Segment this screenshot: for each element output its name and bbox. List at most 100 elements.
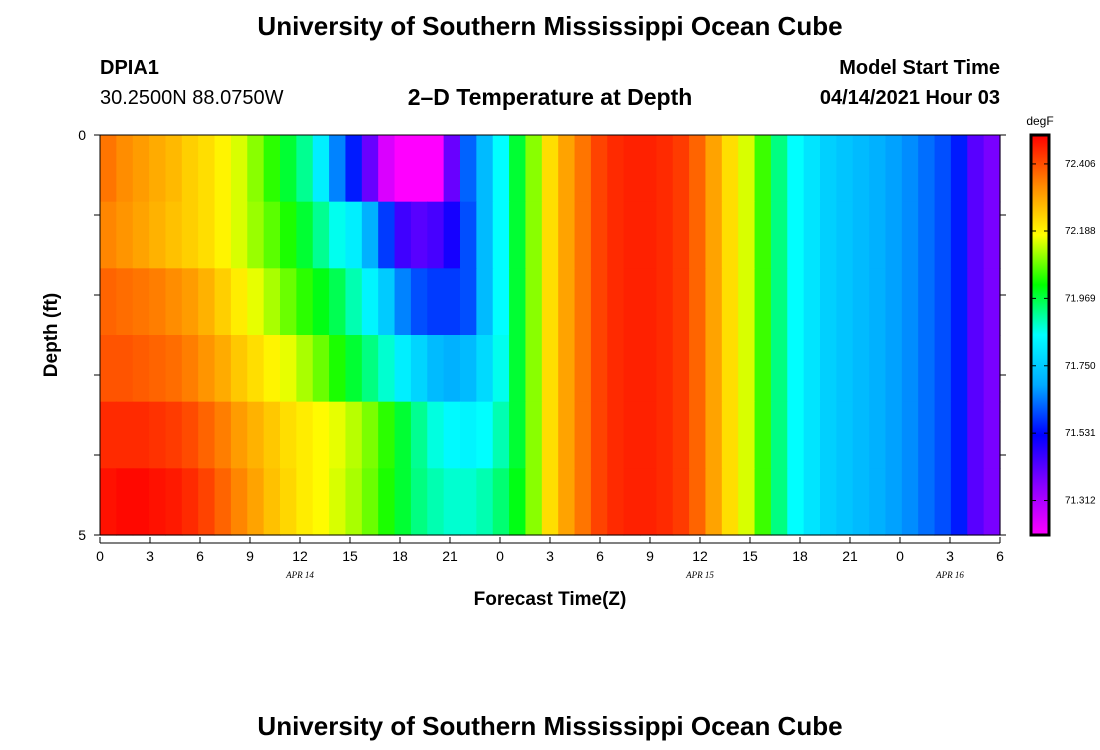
heatmap-cell: [312, 335, 330, 403]
heatmap-cell: [705, 135, 723, 203]
heatmap-cell: [247, 401, 265, 469]
heatmap-cell: [149, 335, 167, 403]
heatmap-cell: [460, 401, 477, 469]
heatmap-cell: [198, 268, 216, 336]
heatmap-cell: [640, 468, 657, 536]
heatmap-cell: [820, 468, 837, 536]
heatmap-cell: [623, 401, 641, 469]
heatmap-cell: [787, 201, 805, 269]
heatmap-cell: [394, 468, 412, 536]
heatmap-cell: [427, 401, 445, 469]
heatmap-cell: [836, 335, 854, 403]
heatmap-cell: [672, 468, 690, 536]
heatmap-cell: [345, 268, 363, 336]
heatmap-cell: [869, 335, 887, 403]
heatmap-cell: [263, 401, 281, 469]
heatmap-cell: [230, 201, 248, 269]
heatmap-cell: [705, 268, 723, 336]
heatmap-cell: [329, 335, 347, 403]
heatmap-cell: [558, 135, 576, 203]
heatmap-cell: [312, 468, 330, 536]
heatmap-cell: [116, 401, 134, 469]
heatmap-cell: [607, 201, 625, 269]
heatmap-cell: [967, 401, 985, 469]
heatmap-cell: [345, 468, 363, 536]
heatmap-cell: [574, 135, 592, 203]
heatmap-cell: [721, 268, 739, 336]
heatmap-cell: [869, 401, 887, 469]
heatmap-cell: [378, 268, 396, 336]
heatmap-cell: [950, 401, 968, 469]
heatmap-cell: [410, 468, 428, 536]
heatmap-cell: [312, 268, 330, 336]
heatmap-cell: [443, 201, 461, 269]
heatmap-cell: [738, 335, 756, 403]
date-label: APR 16: [935, 570, 964, 580]
x-tick-label: 9: [246, 548, 254, 564]
heatmap-cell: [918, 201, 936, 269]
heatmap-cell: [443, 135, 461, 203]
heatmap-cell: [230, 268, 248, 336]
heatmap-cell: [378, 135, 396, 203]
heatmap-cell: [280, 335, 297, 403]
heatmap-cell: [378, 201, 396, 269]
page-title: University of Southern Mississippi Ocean…: [257, 11, 843, 41]
heatmap-cell: [754, 468, 772, 536]
heatmap-cell: [672, 201, 690, 269]
heatmap-cell: [525, 335, 543, 403]
heatmap-cell: [738, 268, 756, 336]
heatmap-cell: [509, 468, 527, 536]
heatmap-cell: [116, 135, 134, 203]
heatmap-cell: [509, 201, 527, 269]
heatmap-cell: [165, 268, 183, 336]
heatmap-cell: [934, 201, 952, 269]
heatmap-cell: [100, 468, 117, 536]
heatmap-cell: [296, 268, 314, 336]
heatmap-cell: [263, 268, 281, 336]
x-tick-label: 12: [292, 548, 308, 564]
heatmap-cell: [345, 335, 363, 403]
heatmap-cell: [345, 401, 363, 469]
heatmap-cell: [787, 335, 805, 403]
heatmap-cell: [558, 268, 576, 336]
heatmap-cell: [803, 468, 821, 536]
heatmap-cell: [803, 135, 821, 203]
x-tick-label: 12: [692, 548, 708, 564]
heatmap-cell: [967, 468, 985, 536]
heatmap-cell: [149, 135, 167, 203]
heatmap-cell: [770, 135, 788, 203]
heatmap-cell: [329, 268, 347, 336]
heatmap-cell: [721, 201, 739, 269]
heatmap-cell: [803, 401, 821, 469]
heatmap-cell: [509, 335, 527, 403]
heatmap-cell: [754, 335, 772, 403]
heatmap-cell: [607, 135, 625, 203]
heatmap-cell: [165, 335, 183, 403]
heatmap-cell: [983, 401, 1001, 469]
heatmap-cell: [770, 468, 788, 536]
y-tick-label: 0: [78, 127, 86, 143]
footer-title: University of Southern Mississippi Ocean…: [257, 711, 843, 741]
heatmap-cell: [901, 468, 919, 536]
heatmap-cell: [983, 268, 1001, 336]
heatmap-cell: [165, 468, 183, 536]
heatmap-cell: [754, 135, 772, 203]
heatmap-cell: [852, 135, 870, 203]
heatmap-cell: [460, 468, 477, 536]
heatmap-cell: [525, 468, 543, 536]
heatmap-cell: [672, 335, 690, 403]
heatmap-cell: [230, 401, 248, 469]
heatmap-cell: [967, 268, 985, 336]
x-tick-label: 0: [896, 548, 904, 564]
x-tick-label: 3: [946, 548, 954, 564]
heatmap-cell: [329, 201, 347, 269]
heatmap-cell: [116, 468, 134, 536]
heatmap-cell: [280, 401, 297, 469]
heatmap-cell: [885, 401, 903, 469]
heatmap-cell: [427, 335, 445, 403]
heatmap-cell: [885, 468, 903, 536]
heatmap-cell: [640, 335, 657, 403]
heatmap-cell: [492, 335, 510, 403]
x-tick-label: 3: [146, 548, 154, 564]
heatmap-cell: [427, 201, 445, 269]
